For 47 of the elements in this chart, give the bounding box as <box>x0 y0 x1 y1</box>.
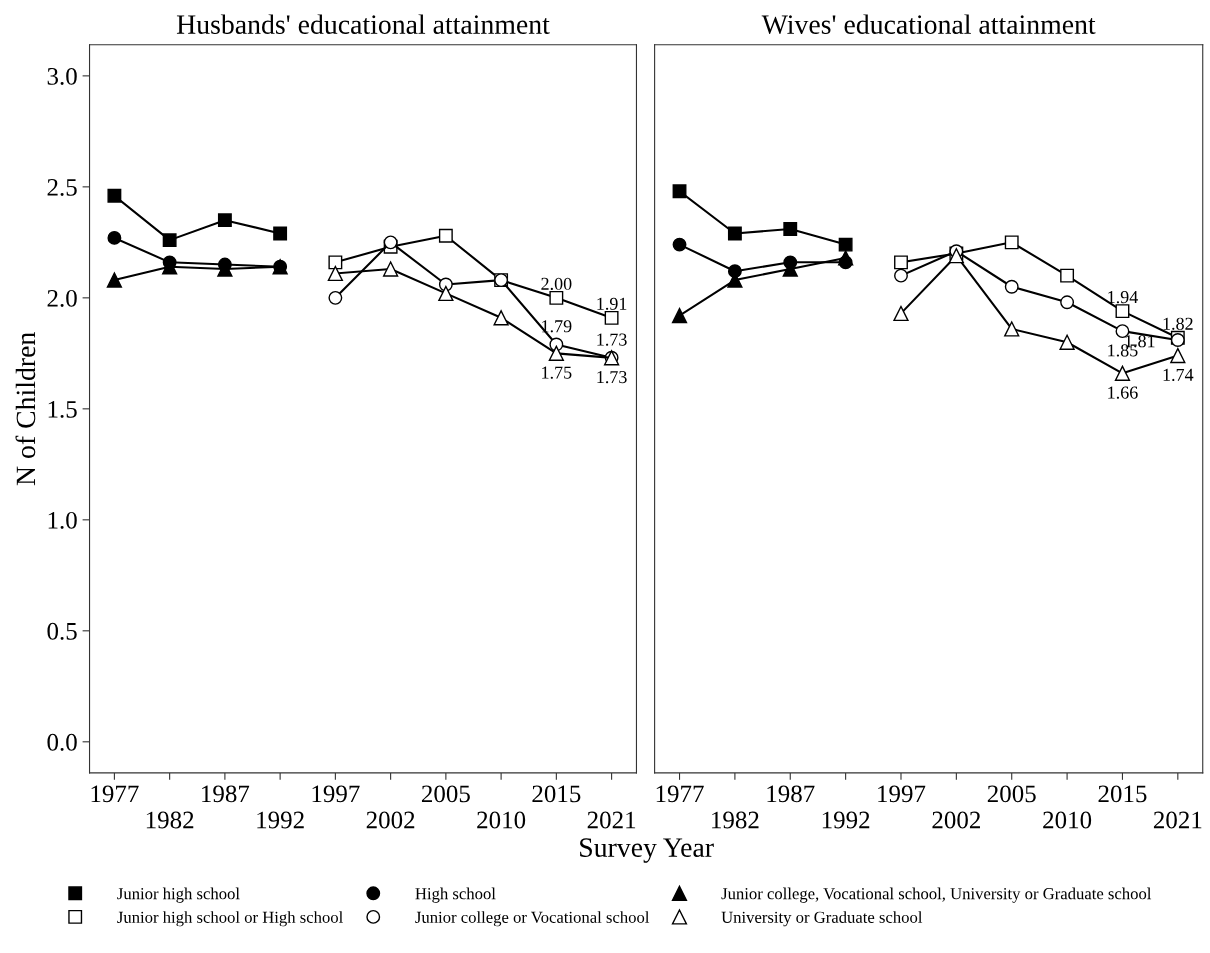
data-label: 1.94 <box>1108 291 1138 304</box>
data-label: 1.82 <box>1163 317 1193 330</box>
y-tick-label: 0.0 <box>47 733 77 751</box>
x-tick-label: 2002 <box>366 811 415 829</box>
x-tick-label: 2010 <box>477 811 526 829</box>
data-label: 1.73 <box>597 371 627 384</box>
x-tick-label: 1982 <box>146 811 194 829</box>
chart-title: Wives' educational attainment <box>761 14 1096 35</box>
data-label: 1.74 <box>1163 368 1194 381</box>
y-tick-label: 2.0 <box>47 289 77 307</box>
x-tick-label: 1977 <box>91 785 139 803</box>
x-tick-label: 2021 <box>1153 811 1202 829</box>
y-tick-label: 0.5 <box>47 622 77 640</box>
x-tick-label: 1982 <box>712 811 759 829</box>
data-label: 1.73 <box>597 333 627 346</box>
data-label: 1.75 <box>542 366 572 379</box>
legend-label: University or Graduate school <box>721 911 923 927</box>
x-tick-label: 1987 <box>202 785 250 803</box>
chart-title: Husbands' educational attainment <box>176 14 550 34</box>
y-tick-label: 1.5 <box>48 401 77 418</box>
legend-label: Junior college or Vocational school <box>415 911 650 927</box>
x-tick-label: 1992 <box>257 811 304 829</box>
data-label: 1.79 <box>542 320 572 333</box>
x-tick-label: 2005 <box>421 785 470 803</box>
x-tick-label: 2002 <box>932 811 980 829</box>
y-axis-title: N of Children <box>15 332 36 486</box>
y-tick-label: 1.0 <box>48 511 77 529</box>
legend-label: Junior college, Vocational school, University or Graduate school <box>721 887 1152 903</box>
legend-label: Junior high school <box>117 887 240 903</box>
y-tick-label: 3.0 <box>47 67 77 85</box>
x-tick-label: 2015 <box>532 785 581 803</box>
legend-label: Junior high school or High school <box>117 911 343 927</box>
x-tick-label: 1987 <box>767 785 815 803</box>
legend-label: High school <box>415 887 496 903</box>
y-tick-label: 2.5 <box>47 178 77 196</box>
x-tick-label: 2015 <box>1098 785 1147 803</box>
data-label: 1.91 <box>597 297 627 310</box>
data-label: 2.00 <box>541 277 572 290</box>
x-tick-label: 1992 <box>822 811 870 829</box>
x-tick-label: 1997 <box>878 785 926 803</box>
x-tick-label: 2021 <box>587 811 636 829</box>
x-tick-label: 2005 <box>987 785 1036 803</box>
x-tick-label: 1977 <box>656 785 704 803</box>
x-axis-title: Survey Year <box>580 838 714 863</box>
data-label: 1.66 <box>1108 386 1138 399</box>
x-tick-label: 2010 <box>1043 811 1092 829</box>
x-tick-label: 1997 <box>312 785 360 803</box>
